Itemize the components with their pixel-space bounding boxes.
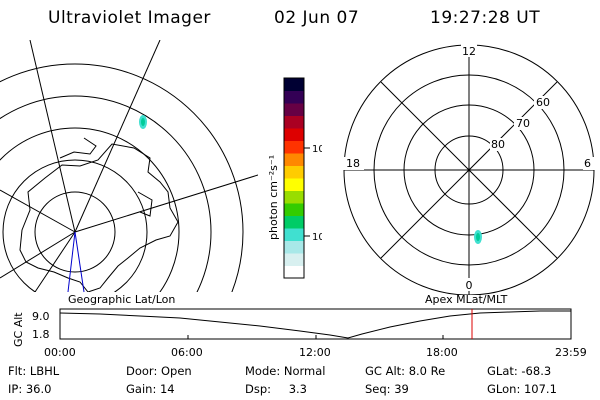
info-mode: Mode: Normal <box>245 364 325 378</box>
geographic-label: Geographic Lat/Lon <box>68 293 176 306</box>
colorbar-cell <box>284 240 304 254</box>
altitude-ymin: 1.8 <box>32 328 50 341</box>
door-value: Open <box>160 364 192 378</box>
info-seq: Seq: 39 <box>365 382 409 396</box>
colorbar-cell <box>284 78 304 91</box>
ip-label: IP: <box>8 382 23 396</box>
info-dsp: Dsp: 3.3 <box>245 382 307 396</box>
colorbar-cell <box>284 253 304 266</box>
mode-label: Mode: <box>245 364 281 378</box>
altitude-ymax: 9.0 <box>32 310 50 323</box>
meridian-line <box>0 189 76 233</box>
seq-label: Seq: <box>365 382 391 396</box>
colorbar-tick-label: 100 <box>312 144 322 155</box>
coastline <box>59 137 97 159</box>
meridian-line <box>34 231 76 292</box>
meridian-line <box>0 231 76 279</box>
mlt-label-0: 0 <box>466 279 473 292</box>
colorbar-cell <box>284 203 304 216</box>
colorbar-cell <box>284 265 304 279</box>
latitude-circle <box>0 95 212 292</box>
meridian-line <box>74 40 161 233</box>
app-title: Ultraviolet Imager <box>48 8 211 28</box>
time-tick: 18:00 <box>426 346 458 359</box>
latitude-circle <box>2 159 148 292</box>
colorbar-cell <box>284 178 304 191</box>
aurora-spot <box>474 230 482 244</box>
colorbar-tick-label: 10 <box>312 232 322 243</box>
mlat-label-60: 60 <box>536 96 550 109</box>
glon-value: 107.1 <box>523 382 557 396</box>
colorbar-cell <box>284 90 304 104</box>
colorbar: 100 10 photon cm⁻²s⁻¹ <box>267 77 322 279</box>
info-filter: Flt: LBHL <box>8 364 59 378</box>
meridian-line <box>74 174 258 233</box>
colorbar-cell <box>284 103 304 116</box>
latitude-circle <box>0 63 244 292</box>
mlt-label-6: 6 <box>584 157 591 170</box>
mode-value: Normal <box>283 364 326 378</box>
time-tick: 06:00 <box>171 346 203 359</box>
glon-label: GLon: <box>487 382 521 396</box>
mlt-line-diagonal <box>380 81 558 259</box>
image-time: 19:27:28 UT <box>430 8 541 28</box>
colorbar-cell <box>284 190 304 204</box>
time-tick: 23:59 <box>555 346 587 359</box>
altitude-axes-box <box>59 308 572 340</box>
coastline <box>137 191 153 217</box>
colorbar-cell <box>284 115 304 129</box>
door-label: Door: <box>126 364 158 378</box>
dsp-label: Dsp: <box>245 382 272 396</box>
mlt-label-12: 12 <box>462 45 476 58</box>
gc-alt-label: GC Alt: <box>365 364 406 378</box>
info-glon: GLon: 107.1 <box>487 382 557 396</box>
meridian-line <box>29 40 76 233</box>
time-tick: 12:00 <box>299 346 331 359</box>
mlat-label-70: 70 <box>516 117 530 130</box>
info-gain: Gain: 14 <box>126 382 175 396</box>
geographic-map-panel <box>0 40 258 293</box>
gain-label: Gain: <box>126 382 157 396</box>
colorbar-cell <box>284 165 304 179</box>
colorbar-cell <box>284 128 304 141</box>
colorbar-cell <box>284 140 304 154</box>
info-gc-alt: GC Alt: 8.0 Re <box>365 364 445 378</box>
midnight-meridian <box>74 231 85 293</box>
altitude-timeline: GC Alt 9.0 1.8 <box>12 308 572 347</box>
aurora-spot <box>139 115 147 129</box>
noon-meridian <box>67 231 76 293</box>
info-door: Door: Open <box>126 364 192 378</box>
mlt-label: Apex MLat/MLT <box>425 293 508 306</box>
gc-alt-value: 8.0 Re <box>408 364 446 378</box>
info-ip: IP: 36.0 <box>8 382 51 396</box>
altitude-curve <box>59 310 571 339</box>
info-glat: GLat: -68.3 <box>487 364 551 378</box>
mlat-label-80: 80 <box>491 138 505 151</box>
mlt-label-18: 18 <box>346 157 360 170</box>
glat-value: -68.3 <box>521 364 552 378</box>
filter-value: LBHL <box>29 364 60 378</box>
dsp-value: 3.3 <box>288 382 307 396</box>
mlt-polar-panel: 12 18 6 0 60 70 80 <box>342 44 597 295</box>
ip-value: 36.0 <box>25 382 52 396</box>
seq-value: 39 <box>394 382 409 396</box>
colorbar-cell <box>284 228 304 241</box>
latitude-circle <box>34 191 116 273</box>
coastline <box>19 143 179 292</box>
latitude-circle <box>0 127 180 292</box>
time-tick: 00:00 <box>44 346 76 359</box>
filter-label: Flt: <box>8 364 27 378</box>
colorbar-cell <box>284 153 304 166</box>
altitude-ylabel: GC Alt <box>12 312 25 347</box>
colorbar-unit-label: photon cm⁻²s⁻¹ <box>267 155 280 240</box>
image-date: 02 Jun 07 <box>274 8 360 28</box>
glat-label: GLat: <box>487 364 518 378</box>
colorbar-cell <box>284 215 304 229</box>
gain-value: 14 <box>159 382 175 396</box>
